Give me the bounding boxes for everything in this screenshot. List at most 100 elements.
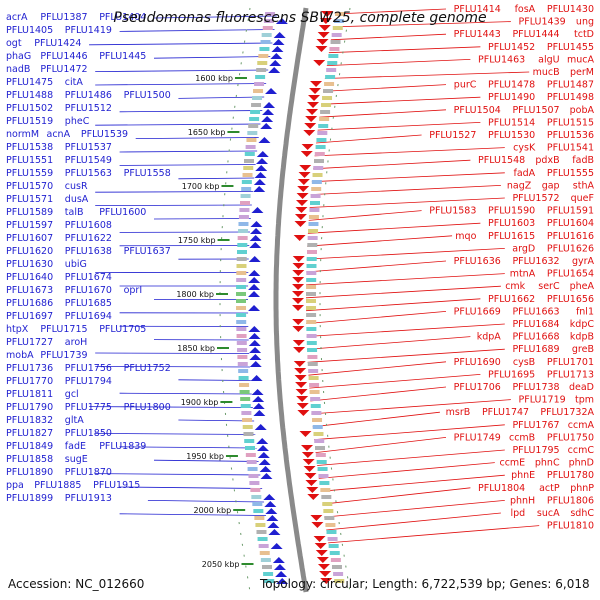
cog-category-block — [239, 201, 250, 205]
gene-label-left: PFLU1715 — [40, 324, 87, 335]
cds-arrow-forward — [256, 438, 269, 444]
cog-category-block — [236, 271, 247, 275]
gene-label-left: acrA — [6, 12, 28, 23]
kbp-tick-label: 1650 kbp — [188, 128, 226, 137]
connector-line — [317, 449, 505, 466]
cds-arrow-reverse — [308, 95, 321, 101]
connector-line — [153, 459, 259, 462]
gene-label-right: ung — [576, 17, 594, 28]
gene-label-right: kdpA — [477, 332, 502, 343]
cog-category-block — [308, 376, 319, 380]
gene-label-left: PFLU1858 — [6, 454, 53, 465]
left-connector-lines — [89, 15, 277, 516]
gene-label-right: lpd — [510, 508, 525, 519]
gene-label-right: PFLU1555 — [547, 168, 594, 179]
cog-category-block — [317, 131, 328, 135]
cog-category-block — [313, 432, 324, 436]
cds-arrow-reverse — [313, 60, 326, 66]
connector-line — [322, 487, 471, 505]
gene-label-right: mucB — [533, 67, 560, 78]
gene-label-right: nagZ — [507, 180, 532, 191]
cds-arrow-forward — [270, 53, 283, 59]
gene-label-left: ppa — [6, 480, 24, 491]
gene-label-right: queF — [571, 193, 594, 204]
cds-arrow-reverse — [304, 123, 317, 129]
cog-category-block — [308, 229, 319, 233]
cds-arrow-forward — [271, 46, 284, 52]
cds-arrow-forward — [249, 242, 262, 248]
cog-category-block — [237, 362, 248, 366]
cog-category-block — [244, 152, 255, 156]
cds-arrow-reverse — [292, 270, 305, 276]
cds-arrow-reverse — [307, 102, 320, 108]
cds-arrow-reverse — [314, 543, 327, 549]
gene-label-right: gyrA — [572, 256, 595, 267]
cds-arrow-forward — [272, 557, 285, 563]
gene-label-left: PFLU1570 — [6, 181, 53, 192]
cds-arrow-reverse — [298, 172, 311, 178]
cog-category-block — [314, 152, 325, 156]
cog-category-block — [239, 208, 250, 212]
cog-category-block — [263, 572, 274, 576]
cog-category-block — [249, 481, 260, 485]
cog-category-block — [252, 502, 263, 506]
gene-label-left: pheC — [65, 116, 90, 127]
gene-label-right: PFLU1654 — [547, 269, 594, 280]
cog-category-block — [326, 68, 337, 72]
gene-label-right: PFLU1767 — [512, 420, 559, 431]
gene-label-left: PFLU1899 — [6, 493, 53, 504]
gene-label-left: PFLU1849 — [6, 441, 53, 452]
cog-category-block — [257, 537, 268, 541]
cds-arrow-forward — [249, 235, 262, 241]
gene-label-right: sucA — [537, 508, 560, 519]
kbp-tick-label: 1700 kbp — [182, 182, 220, 191]
cog-category-block — [259, 47, 270, 51]
gene-label-right: deaD — [569, 382, 594, 393]
gene-label-right: PFLU1498 — [547, 92, 594, 103]
cog-category-block — [262, 26, 273, 30]
gene-label-right: PFLU1504 — [454, 105, 501, 116]
gene-label-right: phnP — [570, 483, 594, 494]
cog-category-block — [247, 131, 258, 135]
connector-line — [95, 352, 250, 354]
gene-label-left: PFLU1630 — [6, 259, 53, 270]
cog-category-block — [237, 236, 248, 240]
cog-category-block — [258, 544, 269, 548]
cog-category-block — [255, 75, 266, 79]
connector-line — [119, 446, 258, 449]
cog-category-block — [245, 453, 256, 457]
gene-label-right: PFLU1527 — [429, 130, 476, 141]
gene-label-left: PFLU1756 — [65, 363, 112, 374]
cog-category-block — [332, 26, 343, 30]
cds-arrow-reverse — [296, 403, 309, 409]
cds-arrow-reverse — [292, 326, 305, 332]
cog-category-block — [236, 334, 247, 338]
cds-arrow-forward — [257, 445, 270, 451]
gene-label-right: PFLU1668 — [512, 332, 559, 343]
connector-line — [95, 191, 253, 193]
cog-category-block — [323, 509, 334, 513]
cds-arrow-reverse — [310, 81, 323, 87]
cog-category-block — [243, 166, 254, 170]
gene-label-right: PFLU1795 — [512, 445, 559, 456]
gene-label-right: greB — [572, 344, 594, 355]
cds-arrow-forward — [251, 207, 264, 213]
gene-label-left: sugE — [65, 454, 88, 465]
gene-label-left: PFLU1727 — [6, 337, 53, 348]
cds-arrow-reverse — [297, 186, 310, 192]
connector-line — [309, 197, 505, 208]
connector-line — [308, 210, 422, 221]
gene-label-left: PFLU1697 — [6, 311, 53, 322]
cog-category-block — [259, 551, 270, 555]
gene-label-left: gltA — [65, 415, 84, 426]
gene-label-left: PFLU1538 — [6, 142, 53, 153]
connector-line — [95, 204, 252, 207]
cog-category-block — [315, 145, 326, 149]
connector-line — [119, 110, 263, 113]
connector-line — [313, 159, 471, 170]
cog-category-block — [250, 488, 261, 492]
cds-arrow-reverse — [294, 214, 307, 220]
cds-arrow-reverse — [316, 557, 329, 563]
cog-category-block — [239, 390, 250, 394]
gene-label-left: mobA — [6, 350, 34, 361]
